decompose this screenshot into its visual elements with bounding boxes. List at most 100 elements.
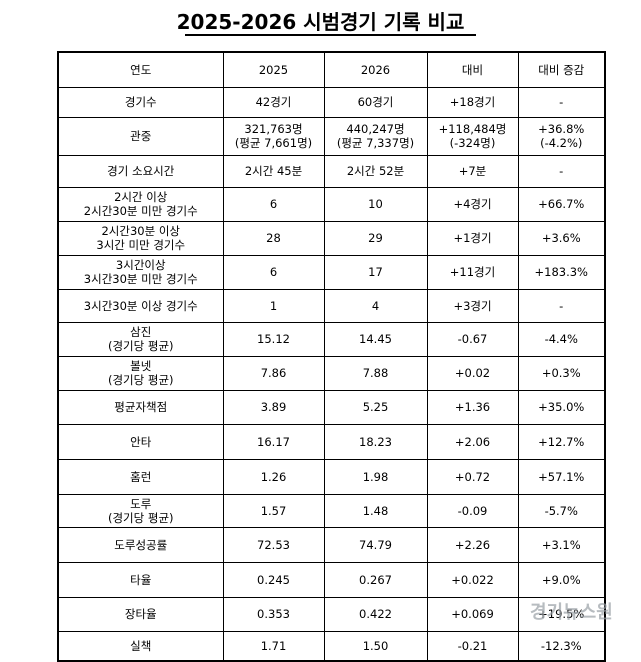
value-2026: 4: [371, 298, 380, 313]
header-cell: 대비 증감: [517, 51, 606, 88]
row-label-cell: 경기수: [57, 86, 224, 118]
value-2025: (평균 7,661명): [234, 136, 313, 150]
diff-value-cell: +0.022: [426, 561, 519, 598]
table-row: 실책 1.71 1.50 -0.21 -12.3%: [57, 630, 606, 662]
value-2025: 16.17: [257, 434, 290, 449]
value-2026-cell: 4: [323, 288, 428, 323]
diff-value-cell: +1경기: [426, 220, 519, 256]
row-label: 타율: [130, 572, 152, 587]
value-2025-cell: 0.353: [222, 596, 325, 632]
value-2025: 1: [269, 298, 278, 313]
pct-change-cell: +183.3%: [517, 254, 606, 290]
value-2025-cell: 6: [222, 186, 325, 222]
pct-change: -: [559, 298, 564, 313]
pct-change-cell: +36.8% (-4.2%): [517, 116, 606, 156]
row-label-cell: 3시간이상 3시간30분 미만 경기수: [57, 254, 224, 290]
diff-value: +0.72: [454, 469, 491, 484]
row-label-cell: 3시간30분 이상 경기수: [57, 288, 224, 323]
pct-change: -: [559, 95, 564, 109]
row-label: 장타율: [124, 607, 157, 621]
table-row: 도루성공률 72.53 74.79 +2.26 +3.1%: [57, 526, 606, 563]
row-label-cell: 경기 소요시간: [57, 154, 224, 188]
value-2026-cell: 74.79: [323, 526, 428, 563]
value-2025: 0.245: [257, 572, 290, 587]
diff-value: +7분: [458, 164, 487, 178]
header-cell: 2026: [323, 51, 428, 88]
row-label: 평균자책점: [114, 400, 168, 414]
value-2025-cell: 1.26: [222, 458, 325, 495]
diff-value: +0.069: [451, 607, 494, 621]
diff-value: +0.022: [451, 572, 494, 587]
pct-change-cell: -: [517, 288, 606, 323]
value-2026: 5.25: [362, 400, 389, 414]
pct-change: -5.7%: [544, 503, 578, 518]
pct-change: +12.7%: [538, 434, 585, 449]
value-2025: 1.71: [260, 638, 287, 653]
pct-change: +9.0%: [541, 572, 581, 587]
diff-value: +1경기: [453, 231, 492, 245]
value-2026: 0.422: [359, 607, 392, 621]
pct-change: +3.1%: [541, 537, 581, 552]
diff-value-cell: +4경기: [426, 186, 519, 222]
watermark-logo: 경기뉴스원: [530, 602, 613, 623]
row-label: 3시간 미만 경기수: [96, 238, 186, 252]
diff-value: +0.02: [454, 366, 491, 380]
table-row: 3시간이상 3시간30분 미만 경기수 6 17 +11경기 +183.3%: [57, 254, 606, 290]
value-2026-cell: 1.48: [323, 493, 428, 528]
comparison-table: 연도 2025 2026 대비 대비 증감 경기수 42경기 60경기 +18경기 - 관중 321,…: [57, 51, 606, 662]
value-2026: 440,247명: [346, 122, 405, 136]
pct-change: +36.8%: [538, 122, 585, 136]
value-2025-cell: 0.245: [222, 561, 325, 598]
table-row: 경기 소요시간 2시간 45분 2시간 52분 +7분 -: [57, 154, 606, 188]
row-label-cell: 볼넷 (경기당 평균): [57, 355, 224, 391]
table-row: 홈런 1.26 1.98 +0.72 +57.1%: [57, 458, 606, 495]
pct-change-cell: +12.7%: [517, 423, 606, 460]
pct-change-cell: -12.3%: [517, 630, 606, 662]
value-2026-cell: 0.267: [323, 561, 428, 598]
diff-value-cell: -0.67: [426, 321, 519, 357]
diff-value: +11경기: [449, 265, 496, 279]
pct-change-cell: -5.7%: [517, 493, 606, 528]
row-label-cell: 안타: [57, 423, 224, 460]
row-label: 삼진: [130, 325, 152, 339]
diff-value: +2.26: [454, 537, 491, 552]
value-2025: 1.57: [260, 503, 287, 518]
value-2025-cell: 1.71: [222, 630, 325, 662]
pct-change: +183.3%: [534, 265, 589, 279]
value-2026-cell: 60경기: [323, 86, 428, 118]
pct-change: -: [559, 164, 564, 178]
value-2026: 74.79: [359, 537, 392, 552]
value-2026-cell: 2시간 52분: [323, 154, 428, 188]
pct-change-cell: +9.0%: [517, 561, 606, 598]
value-2025: 321,763명: [244, 122, 303, 136]
diff-value-cell: -0.09: [426, 493, 519, 528]
value-2026-cell: 1.50: [323, 630, 428, 662]
value-2026: 17: [368, 265, 383, 279]
row-label: 볼넷: [130, 359, 152, 373]
row-label-cell: 도루 (경기당 평균): [57, 493, 224, 528]
value-2026: (평균 7,337명): [336, 136, 415, 150]
diff-value: (-324명): [449, 136, 496, 150]
value-2025: 0.353: [257, 607, 290, 621]
diff-value: +4경기: [453, 197, 492, 211]
row-label: 실책: [130, 638, 152, 653]
table-row: 관중 321,763명 (평균 7,661명) 440,247명 (평균 7,337명)…: [57, 116, 606, 156]
value-2025-cell: 28: [222, 220, 325, 256]
value-2026-cell: 17: [323, 254, 428, 290]
table-row: 2시간30분 이상 3시간 미만 경기수 28 29 +1경기 +3.6%: [57, 220, 606, 256]
diff-value-cell: +1.36: [426, 389, 519, 425]
pct-change: +35.0%: [538, 400, 585, 414]
row-label: 3시간30분 이상 경기수: [83, 298, 198, 313]
diff-value-cell: +0.72: [426, 458, 519, 495]
value-2025-cell: 16.17: [222, 423, 325, 460]
row-label: (경기당 평균): [107, 510, 174, 525]
row-label-cell: 2시간 이상 2시간30분 미만 경기수: [57, 186, 224, 222]
row-label: 안타: [130, 434, 152, 449]
pct-change-cell: +66.7%: [517, 186, 606, 222]
table-row: 볼넷 (경기당 평균) 7.86 7.88 +0.02 +0.3%: [57, 355, 606, 391]
value-2025-cell: 15.12: [222, 321, 325, 357]
table-row: 평균자책점 3.89 5.25 +1.36 +35.0%: [57, 389, 606, 425]
pct-change-cell: +57.1%: [517, 458, 606, 495]
value-2025-cell: 321,763명 (평균 7,661명): [222, 116, 325, 156]
table-row: 도루 (경기당 평균) 1.57 1.48 -0.09 -5.7%: [57, 493, 606, 528]
